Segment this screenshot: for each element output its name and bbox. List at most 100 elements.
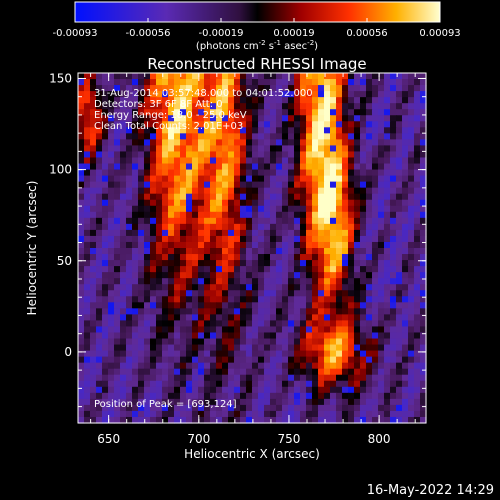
heatmap-cell <box>402 368 409 376</box>
heatmap-cell <box>216 356 223 364</box>
heatmap-cell <box>396 266 403 273</box>
heatmap-cell <box>264 296 271 303</box>
heatmap-cell <box>354 374 361 382</box>
heatmap-cell <box>138 115 145 122</box>
heatmap-cell <box>330 223 337 231</box>
heatmap-cell <box>132 79 139 86</box>
heatmap-cell <box>216 163 223 171</box>
heatmap-cell <box>120 211 127 219</box>
heatmap-cell <box>300 175 307 183</box>
heatmap-cell <box>318 320 325 328</box>
heatmap-cell <box>108 79 115 86</box>
heatmap-cell <box>174 133 181 140</box>
heatmap-cell <box>288 121 295 128</box>
heatmap-cell <box>78 109 85 116</box>
heatmap-cell <box>396 127 403 134</box>
heatmap-cell <box>168 302 175 309</box>
heatmap-cell <box>114 91 121 98</box>
heatmap-cell <box>354 392 361 400</box>
heatmap-cell <box>186 410 193 418</box>
x-tick-label: 750 <box>278 432 301 446</box>
heatmap-cell <box>228 398 235 406</box>
heatmap-cell <box>312 115 319 122</box>
heatmap-cell <box>270 187 277 195</box>
heatmap-cell <box>234 356 241 364</box>
heatmap-cell <box>360 308 367 315</box>
heatmap-cell <box>78 410 85 418</box>
heatmap-cell <box>354 181 361 189</box>
heatmap-cell <box>330 73 337 80</box>
heatmap-cell <box>228 109 235 116</box>
heatmap-cell <box>78 254 85 261</box>
heatmap-cell <box>366 314 373 322</box>
heatmap-cell <box>324 103 331 110</box>
heatmap-cell <box>198 151 205 159</box>
heatmap-cell <box>414 374 421 382</box>
heatmap-cell <box>252 187 259 195</box>
heatmap-cell <box>396 79 403 86</box>
heatmap-cell <box>132 127 139 134</box>
heatmap-cell <box>126 356 133 364</box>
heatmap-cell <box>90 115 97 122</box>
heatmap-cell <box>264 79 271 86</box>
heatmap-cell <box>228 229 235 237</box>
heatmap-cell <box>240 410 247 418</box>
heatmap-cell <box>204 362 211 370</box>
heatmap-cell <box>270 115 277 122</box>
heatmap-cell <box>420 260 427 267</box>
heatmap-cell <box>420 163 427 171</box>
heatmap-cell <box>318 193 325 201</box>
heatmap-cell <box>198 338 205 346</box>
heatmap-cell <box>78 296 85 303</box>
heatmap-cell <box>222 272 229 279</box>
heatmap-cell <box>258 344 265 352</box>
heatmap-cell <box>186 103 193 110</box>
heatmap-cell <box>192 272 199 279</box>
heatmap-cell <box>210 205 217 213</box>
heatmap-cell <box>150 338 157 346</box>
heatmap-cell <box>138 205 145 213</box>
heatmap-cell <box>336 199 343 207</box>
heatmap-cell <box>312 284 319 291</box>
heatmap-cell <box>264 416 271 424</box>
heatmap-cell <box>276 320 283 328</box>
heatmap-cell <box>246 73 253 80</box>
heatmap-cell <box>138 103 145 110</box>
heatmap-cell <box>354 211 361 219</box>
heatmap-cell <box>408 350 415 358</box>
heatmap-cell <box>420 193 427 201</box>
heatmap-cell <box>90 320 97 328</box>
heatmap-cell <box>246 368 253 376</box>
heatmap-cell <box>204 121 211 128</box>
heatmap-cell <box>198 314 205 322</box>
heatmap-cell <box>108 398 115 406</box>
heatmap-cell <box>168 205 175 213</box>
heatmap-cell <box>162 284 169 291</box>
heatmap-cell <box>258 91 265 98</box>
heatmap-cell <box>282 284 289 291</box>
heatmap-cell <box>366 139 373 147</box>
heatmap-cell <box>354 368 361 376</box>
heatmap-cell <box>336 398 343 406</box>
heatmap-cell <box>252 169 259 177</box>
heatmap-cell <box>396 248 403 255</box>
heatmap-cell <box>330 217 337 225</box>
heatmap-cell <box>246 205 253 213</box>
colorbar-ticks: -0.00093 -0.00056 -0.00019 0.00019 0.00056 0.… <box>53 18 461 39</box>
heatmap-cell <box>324 350 331 358</box>
heatmap-cell <box>114 272 121 279</box>
heatmap-cell <box>324 368 331 376</box>
heatmap-cell <box>396 338 403 346</box>
heatmap-cell <box>348 386 355 394</box>
heatmap-cell <box>246 356 253 364</box>
heatmap-cell <box>228 121 235 128</box>
heatmap-cell <box>276 133 283 140</box>
heatmap-cell <box>264 211 271 219</box>
heatmap-cell <box>366 308 373 315</box>
heatmap-cell <box>324 296 331 303</box>
heatmap-cell <box>216 217 223 225</box>
heatmap-cell <box>366 115 373 122</box>
heatmap-cell <box>306 290 313 297</box>
heatmap-cell <box>108 308 115 315</box>
heatmap-cell <box>102 193 109 201</box>
